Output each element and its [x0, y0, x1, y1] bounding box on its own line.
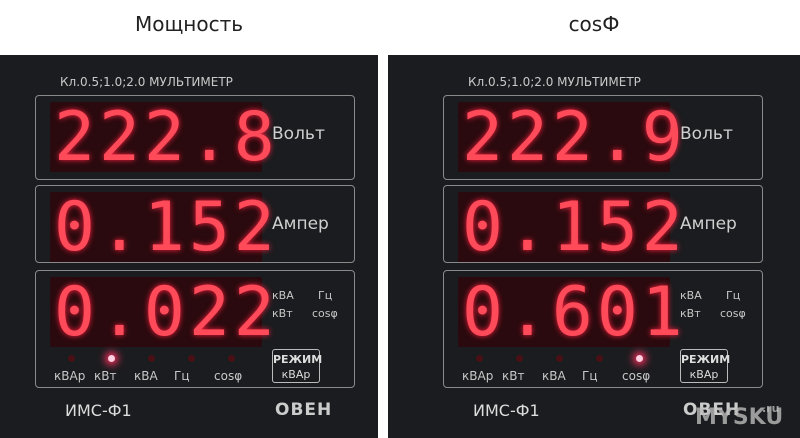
brand: ОВЕН — [275, 400, 333, 420]
mode-label: Гц — [726, 289, 741, 302]
unit-label: Ампер — [272, 214, 329, 234]
display-row: 0.601 кВА Гц кВт cosφ РЕЖИМ кВАр кВАр кВт кВА Гц co… — [443, 270, 763, 388]
mode-button-sub: кВАр — [281, 368, 311, 381]
display-row: 222.9 Вольт — [443, 95, 763, 180]
indicator-led — [476, 355, 483, 362]
unit-label: Ампер — [680, 214, 737, 234]
indicator-led — [516, 355, 523, 362]
watermark-suffix: .ru — [762, 402, 780, 415]
mode-button: РЕЖИМ кВАр — [680, 349, 731, 383]
indicator-label: cosφ — [214, 369, 243, 383]
indicator-led — [556, 355, 563, 362]
display-window: 0.152 — [458, 192, 683, 262]
meter-header: Кл.0.5;1.0;2.0 МУЛЬТИМЕТР — [468, 75, 641, 89]
display-window: 0.022 — [50, 277, 275, 347]
watermark: MYSKU — [695, 405, 784, 430]
display-window: 0.152 — [50, 192, 275, 262]
mode-label: Гц — [318, 289, 333, 302]
indicator-led — [228, 355, 235, 362]
display-row: 0.152 Ампер — [35, 185, 355, 263]
indicator-label: кВАр — [462, 369, 494, 383]
indicator-label: кВА — [542, 369, 566, 383]
unit-label: Вольт — [272, 124, 325, 144]
mode-button-sub: кВАр — [689, 368, 719, 381]
indicator-label: cosφ — [622, 369, 651, 383]
model-name: ИМС-Ф1 — [65, 401, 132, 420]
panel-title: Мощность — [134, 12, 244, 36]
display-window: 222.8 — [50, 102, 275, 172]
indicator-led — [148, 355, 155, 362]
display-window: 0.601 — [458, 277, 683, 347]
indicator-led — [596, 355, 603, 362]
mode-label: кВт — [272, 307, 293, 320]
unit-label: Вольт — [680, 124, 733, 144]
reading: 0.152 — [54, 188, 279, 267]
mode-label: кВА — [272, 289, 294, 302]
indicator-led — [636, 355, 643, 362]
indicator-label: кВт — [94, 369, 117, 383]
mode-button: РЕЖИМ кВАр — [272, 349, 323, 383]
mode-button-label: РЕЖИМ — [273, 353, 323, 366]
indicator-label: Гц — [582, 369, 598, 383]
display-row: 0.152 Ампер — [443, 185, 763, 263]
meter-header: Кл.0.5;1.0;2.0 МУЛЬТИМЕТР — [60, 75, 233, 89]
display-row: 222.8 Вольт — [35, 95, 355, 180]
meter: Кл.0.5;1.0;2.0 МУЛЬТИМЕТР 222.8 Вольт 0.152… — [0, 55, 378, 438]
mode-button-label: РЕЖИМ — [681, 353, 731, 366]
indicator-label: кВт — [502, 369, 525, 383]
reading: 222.9 — [462, 98, 687, 177]
display-window: 222.9 — [458, 102, 683, 172]
model-name: ИМС-Ф1 — [473, 401, 540, 420]
indicator-led — [188, 355, 195, 362]
mode-label: кВА — [680, 289, 702, 302]
mode-label: cosφ — [720, 307, 746, 320]
indicator-led — [108, 355, 115, 362]
indicator-led — [68, 355, 75, 362]
meter: Кл.0.5;1.0;2.0 МУЛЬТИМЕТР 222.9 Вольт 0.152… — [388, 55, 800, 438]
indicator-label: Гц — [174, 369, 190, 383]
reading: 222.8 — [54, 98, 279, 177]
reading: 0.022 — [54, 273, 279, 352]
mode-label: кВт — [680, 307, 701, 320]
indicator-label: кВАр — [54, 369, 86, 383]
brand: ОВЕН — [683, 400, 741, 420]
display-row: 0.022 кВА Гц кВт cosφ РЕЖИМ кВАр кВАр кВт кВА Гц co… — [35, 270, 355, 388]
mode-label: cosφ — [312, 307, 338, 320]
panel-title: cosФ — [568, 12, 620, 36]
indicator-label: кВА — [134, 369, 158, 383]
reading: 0.601 — [462, 273, 687, 352]
reading: 0.152 — [462, 188, 687, 267]
